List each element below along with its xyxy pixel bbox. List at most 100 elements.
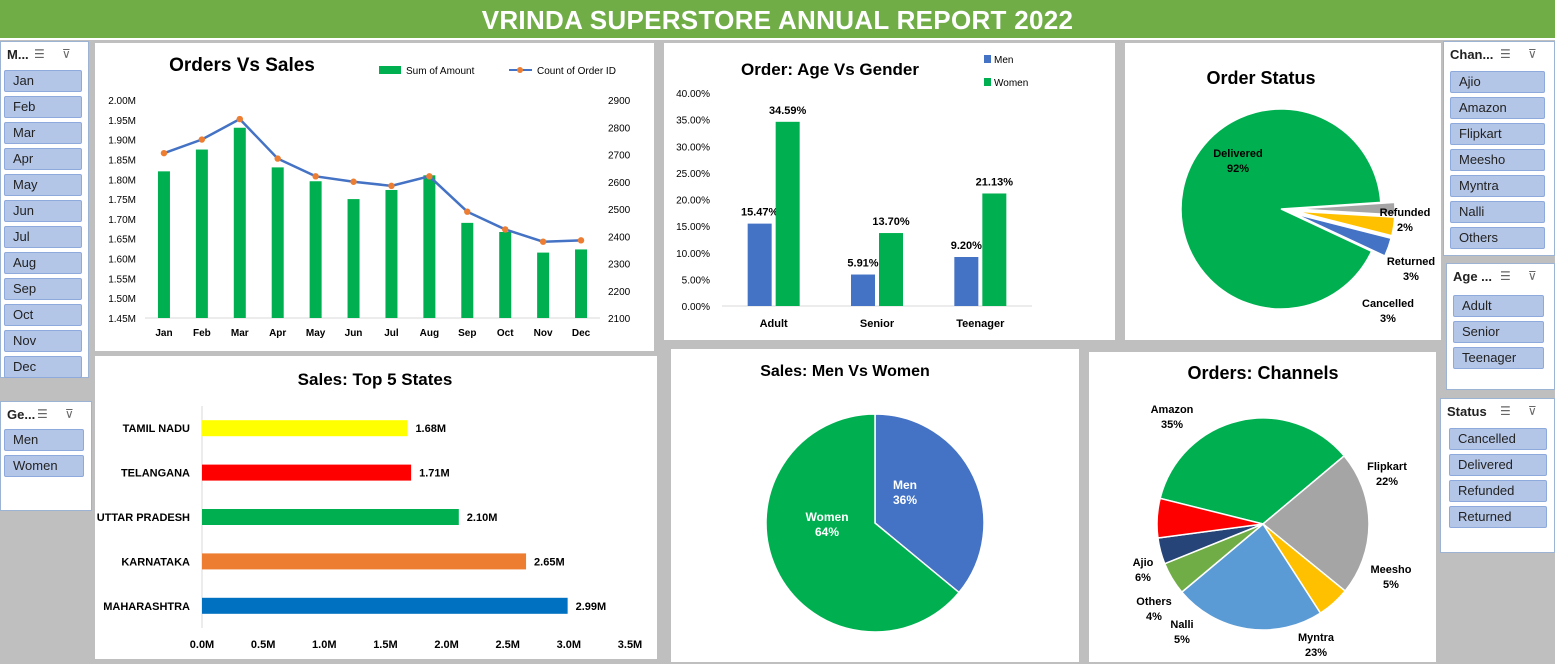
multi-select-icon[interactable]: ☰ — [1500, 47, 1511, 61]
channel-slicer-item[interactable]: Amazon — [1450, 97, 1545, 119]
y-right-tick: 2600 — [608, 178, 631, 189]
slice-percent-label: 35% — [1161, 419, 1183, 431]
x-tick: Jan — [155, 328, 172, 339]
slice-percent-label: 3% — [1403, 271, 1419, 283]
y-tick: 0.00% — [682, 302, 710, 313]
channel-slicer-item[interactable]: Myntra — [1450, 175, 1545, 197]
point-count-of-order-id — [426, 173, 433, 180]
bar-state — [202, 420, 408, 437]
slicer-title: Ge... — [7, 407, 36, 422]
gender-slicer-item[interactable]: Women — [4, 455, 84, 477]
slice-name-label: Men — [893, 478, 917, 492]
clear-filter-icon[interactable]: ⊽ — [1528, 269, 1537, 283]
data-label: 2.10M — [467, 512, 498, 524]
y-right-tick: 2900 — [608, 96, 631, 107]
month-slicer-item[interactable]: Jan — [4, 70, 82, 92]
age-slicer-item[interactable]: Adult — [1453, 295, 1544, 317]
month-slicer-item[interactable]: Jul — [4, 226, 82, 248]
age-slicer-item[interactable]: Senior — [1453, 321, 1544, 343]
slice-name-label: Others — [1136, 596, 1171, 608]
y-tick: 10.00% — [676, 249, 710, 260]
x-tick: Sep — [458, 328, 476, 339]
multi-select-icon[interactable]: ☰ — [34, 47, 45, 61]
slicer-header: Status ☰ ⊽ — [1441, 399, 1554, 425]
x-tick: 2.5M — [495, 639, 519, 651]
x-tick: Teenager — [956, 318, 1005, 330]
point-count-of-order-id — [312, 173, 319, 180]
gender-slicer-item[interactable]: Men — [4, 429, 84, 451]
month-slicer-item[interactable]: Aug — [4, 252, 82, 274]
pie-slice-ajio — [1156, 497, 1264, 539]
channel-slicer-item[interactable]: Flipkart — [1450, 123, 1545, 145]
legend-label-men: Men — [994, 55, 1013, 66]
clear-filter-icon[interactable]: ⊽ — [62, 47, 71, 61]
multi-select-icon[interactable]: ☰ — [37, 407, 48, 421]
y-right-tick: 2300 — [608, 260, 631, 271]
data-label: 2.65M — [534, 556, 565, 568]
bar-sum-of-amount — [271, 167, 284, 318]
slice-percent-label: 3% — [1380, 313, 1396, 325]
x-tick: 0.0M — [190, 639, 214, 651]
slicer-title: Age ... — [1453, 269, 1493, 284]
status-slicer-item[interactable]: Returned — [1449, 506, 1547, 528]
month-slicer-item[interactable]: Dec — [4, 356, 82, 378]
order-status-chart: Order Status Delivered 92% Refunded 2% Return… — [1180, 68, 1435, 325]
channel-slicer-item[interactable]: Others — [1450, 227, 1545, 249]
multi-select-icon[interactable]: ☰ — [1500, 269, 1511, 283]
month-slicer-item[interactable]: Nov — [4, 330, 82, 352]
y-tick: 25.00% — [676, 169, 710, 180]
status-slicer-item[interactable]: Delivered — [1449, 454, 1547, 476]
slice-percent-label: 64% — [815, 525, 839, 539]
report-title-banner: VRINDA SUPERSTORE ANNUAL REPORT 2022 — [0, 0, 1555, 40]
y-tick-state: TAMIL NADU — [123, 423, 190, 435]
age-slicer-item[interactable]: Teenager — [1453, 347, 1544, 369]
channel-slicer-item[interactable]: Meesho — [1450, 149, 1545, 171]
y-tick: 15.00% — [676, 222, 710, 233]
channel-slicer-item[interactable]: Ajio — [1450, 71, 1545, 93]
line-count-of-order-id — [163, 117, 582, 243]
y-left-tick: 1.60M — [108, 255, 136, 266]
point-count-of-order-id — [502, 226, 509, 233]
status-slicer-item[interactable]: Cancelled — [1449, 428, 1547, 450]
month-slicer-item[interactable]: Jun — [4, 200, 82, 222]
month-slicer-item[interactable]: May — [4, 174, 82, 196]
legend-swatch-men — [984, 55, 991, 63]
month-slicer-item[interactable]: Feb — [4, 96, 82, 118]
y-left-tick: 1.80M — [108, 175, 136, 186]
slice-name-label: Myntra — [1298, 632, 1335, 644]
x-tick: 1.5M — [373, 639, 397, 651]
channel-slicer-item[interactable]: Nalli — [1450, 201, 1545, 223]
slice-name-label: Cancelled — [1362, 298, 1414, 310]
y-left-tick: 1.70M — [108, 215, 136, 226]
pie-slice-refunded — [1294, 201, 1396, 216]
chart-title: Sales: Top 5 States — [298, 370, 453, 389]
top-states-panel: Sales: Top 5 States 0.0M 0.5M 1.0M 1.5M 2.0M 2… — [95, 356, 657, 659]
y-left-tick: 2.00M — [108, 96, 136, 107]
month-slicer-item[interactable]: Mar — [4, 122, 82, 144]
slicer-header: M... ☰ ⊽ — [1, 42, 88, 68]
bar-sum-of-amount — [347, 199, 360, 318]
x-tick: Nov — [534, 328, 553, 339]
y-left-tick: 1.65M — [108, 235, 136, 246]
clear-filter-icon[interactable]: ⊽ — [65, 407, 74, 421]
y-right-tick: 2100 — [608, 314, 631, 325]
x-tick: 3.5M — [618, 639, 642, 651]
slicer-title: Status — [1447, 404, 1487, 419]
age-vs-gender-panel: Order: Age Vs Gender Men Women 0.00% 5.00% 10… — [664, 43, 1115, 340]
month-slicer-item[interactable]: Oct — [4, 304, 82, 326]
month-slicer-item[interactable]: Apr — [4, 148, 82, 170]
bar-sum-of-amount — [537, 252, 550, 318]
clear-filter-icon[interactable]: ⊽ — [1528, 404, 1537, 418]
y-left-tick: 1.55M — [108, 274, 136, 285]
status-slicer-item[interactable]: Refunded — [1449, 480, 1547, 502]
clear-filter-icon[interactable]: ⊽ — [1528, 47, 1537, 61]
legend-label-women: Women — [994, 78, 1028, 89]
orders-channels-panel: Orders: Channels Amazon 35% Flipkart 22% Mees… — [1089, 352, 1436, 662]
age-vs-gender-chart: Order: Age Vs Gender Men Women 0.00% 5.00% 10… — [676, 55, 1032, 330]
multi-select-icon[interactable]: ☰ — [1500, 404, 1511, 418]
pie-slice-myntra — [1180, 522, 1322, 631]
data-label: 1.68M — [415, 423, 446, 435]
month-slicer-item[interactable]: Sep — [4, 278, 82, 300]
pie-slice-amazon — [1159, 417, 1346, 525]
